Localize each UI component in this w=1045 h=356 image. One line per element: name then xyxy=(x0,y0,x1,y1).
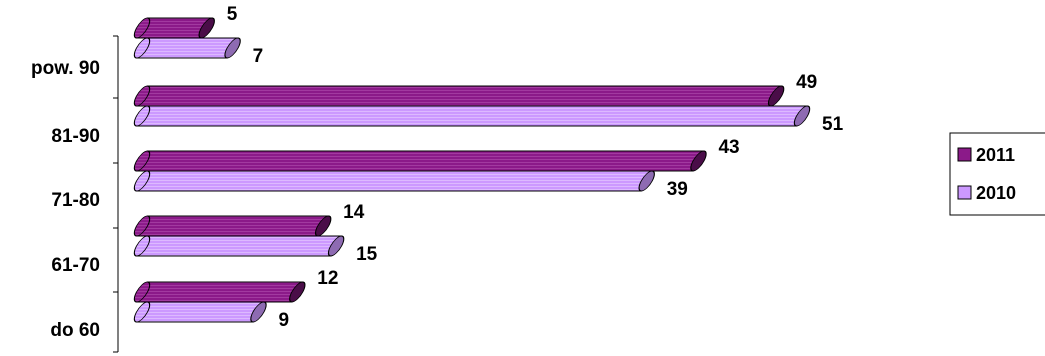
category-label-2: 71-80 xyxy=(51,190,100,211)
data-label-2011-1: 49 xyxy=(796,72,817,93)
category-label-1: 81-90 xyxy=(51,126,100,147)
legend-swatch xyxy=(957,147,972,162)
data-label-2011-3: 14 xyxy=(343,202,365,223)
bar-2010-0 xyxy=(133,37,241,59)
legend-label: 2010 xyxy=(976,183,1016,203)
bar-2010-4 xyxy=(133,301,267,323)
bar-2011-0 xyxy=(133,17,215,39)
bar-2010-2 xyxy=(133,170,655,192)
data-label-2010-0: 7 xyxy=(253,46,264,67)
data-label-2011-2: 43 xyxy=(718,137,739,158)
data-label-2010-1: 51 xyxy=(822,114,844,135)
bar-2011-1 xyxy=(133,85,785,107)
legend-label: 2011 xyxy=(976,145,1015,165)
bar-2010-3 xyxy=(133,235,345,257)
data-label-2011-0: 5 xyxy=(227,4,238,25)
category-label-3: 61-70 xyxy=(51,255,100,276)
data-label-2011-4: 12 xyxy=(317,268,338,289)
legend-box xyxy=(949,132,1045,216)
bar-2010-1 xyxy=(133,105,811,127)
legend-item-2010: 2010 xyxy=(957,183,1016,203)
category-label-0: pow. 90 xyxy=(31,58,100,79)
legend-item-2011: 2011 xyxy=(957,145,1015,165)
category-label-4: do 60 xyxy=(50,320,100,341)
bar-2011-4 xyxy=(133,281,306,303)
bar-2011-2 xyxy=(133,150,707,172)
legend-swatch xyxy=(957,185,972,200)
data-label-2010-4: 9 xyxy=(278,310,289,331)
bar-2011-3 xyxy=(133,215,332,237)
data-label-2010-2: 39 xyxy=(667,179,688,200)
data-label-2010-3: 15 xyxy=(356,244,378,265)
